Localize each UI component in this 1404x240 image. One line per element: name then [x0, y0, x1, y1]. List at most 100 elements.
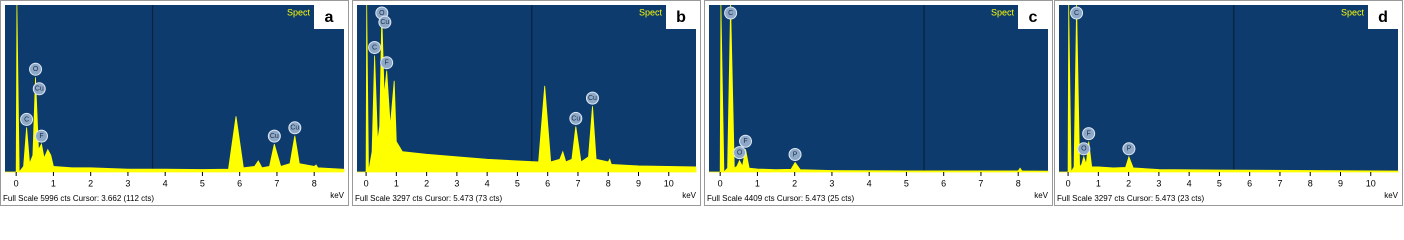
x-tick-label: 8	[1016, 178, 1021, 188]
spectrum-panel: O Cu C F Cu Cu 0 1 2 3 4 5 6 7 8 keV Full Scale 5996 cts…	[0, 0, 349, 206]
peak-label: O	[379, 10, 385, 17]
x-tick-label: 1	[51, 178, 56, 188]
x-tick-label: 5	[200, 178, 205, 188]
x-tick-label: 10	[664, 178, 674, 188]
peak-label: O	[737, 149, 743, 156]
panel-label: a	[325, 9, 334, 26]
spectrum-area	[5, 4, 345, 174]
spectrum-area	[709, 4, 1049, 173]
peak-label: F	[385, 60, 389, 67]
spectrum-area	[357, 4, 697, 173]
peak-marker	[1082, 127, 1096, 141]
peak-marker	[380, 56, 394, 70]
x-tick-label: 6	[941, 178, 946, 188]
spectrum-title: Spect	[991, 7, 1015, 17]
x-axis-label: keV	[682, 191, 696, 200]
x-tick-label: 2	[1126, 178, 1131, 188]
plot-area	[357, 5, 696, 172]
peak-marker	[267, 129, 281, 143]
footer: Full Scale 4409 cts Cursor: 5.473 (25 ct…	[707, 194, 855, 203]
x-tick-label: 4	[867, 178, 872, 188]
peak-label: F	[743, 138, 747, 145]
spectrum-panel: C FO P 0 1 2 3 4 5 6 7 8 keV Full Scale 4409 cts Curs…	[704, 0, 1053, 206]
peak-label: P	[793, 151, 798, 158]
spectrum-panel: O Cu F C Cu Cu 0 1 2 3 4 5 6 7 8 9 10 keV Full Scale 3297 …	[352, 0, 701, 206]
figure: O Cu C F Cu Cu 0 1 2 3 4 5 6 7 8 keV Full Scale 5996 cts…	[0, 0, 1403, 206]
peak-marker	[788, 148, 802, 162]
peak-label: Cu	[588, 95, 597, 102]
x-tick-label: 7	[575, 178, 580, 188]
x-tick-label: 10	[1366, 178, 1376, 188]
peak-label: O	[33, 66, 39, 73]
peak-marker	[1077, 142, 1091, 156]
peak-label: F	[39, 133, 43, 140]
x-axis-label: keV	[330, 191, 344, 200]
peak-label: C	[1074, 10, 1079, 17]
peak-label: C	[24, 116, 29, 123]
peak-label: Cu	[380, 19, 389, 26]
x-tick-label: 8	[606, 178, 611, 188]
x-axis-label: keV	[1034, 191, 1048, 200]
x-tick-label: 8	[312, 178, 317, 188]
x-tick-label: 4	[1187, 178, 1192, 188]
x-tick-label: 6	[1247, 178, 1252, 188]
footer: Full Scale 5996 cts Cursor: 3.662 (112 c…	[3, 194, 154, 203]
peak-marker	[1070, 6, 1084, 20]
x-tick-label: 6	[545, 178, 550, 188]
x-tick-label: 0	[718, 178, 723, 188]
footer: Full Scale 3297 cts Cursor: 5.473 (73 ct…	[355, 194, 503, 203]
x-tick-label: 8	[1308, 178, 1313, 188]
x-tick-label: 5	[1217, 178, 1222, 188]
x-tick-label: 3	[454, 178, 459, 188]
panel-label-box	[1018, 5, 1048, 29]
spectrum-panel: C F O P 0 1 2 3 4 5 6 7 8 9 10 keV Full Scale 3297 cts C…	[1054, 0, 1403, 206]
x-tick-label: 1	[394, 178, 399, 188]
peak-marker	[1122, 142, 1136, 156]
peak-label: Cu	[35, 86, 44, 93]
peak-marker	[20, 112, 34, 126]
peak-marker	[569, 111, 583, 125]
peak-marker	[733, 146, 747, 160]
peak-marker	[29, 62, 43, 76]
spectrum-title: Spect	[1341, 7, 1365, 17]
peak-label: Cu	[270, 133, 279, 140]
x-tick-label: 0	[364, 178, 369, 188]
x-tick-label: 3	[829, 178, 834, 188]
x-tick-label: 4	[485, 178, 490, 188]
plot-area	[5, 5, 344, 172]
peak-marker	[378, 15, 392, 29]
peak-label: Cu	[571, 115, 580, 122]
x-tick-label: 2	[424, 178, 429, 188]
spectrum-title: Spect	[639, 7, 663, 17]
peak-marker	[368, 41, 382, 55]
panel-label-box	[666, 5, 696, 29]
x-tick-label: 3	[1156, 178, 1161, 188]
x-tick-label: 0	[1066, 178, 1071, 188]
x-tick-label: 7	[274, 178, 279, 188]
footer: Full Scale 3297 cts Cursor: 5.473 (23 ct…	[1057, 194, 1205, 203]
peak-label: O	[1081, 146, 1087, 153]
panel-label: d	[1378, 9, 1388, 26]
x-tick-label: 4	[163, 178, 168, 188]
x-tick-label: 9	[636, 178, 641, 188]
x-tick-label: 2	[792, 178, 797, 188]
plot-area	[1059, 5, 1398, 172]
panel-label: b	[676, 9, 686, 26]
x-tick-label: 2	[88, 178, 93, 188]
spectrum-title: Spect	[287, 7, 311, 17]
plot-area	[709, 5, 1048, 172]
x-tick-label: 0	[14, 178, 19, 188]
peak-label: Cu	[290, 125, 299, 132]
peak-marker	[739, 134, 753, 148]
peak-marker	[35, 129, 49, 143]
x-tick-label: 9	[1338, 178, 1343, 188]
peak-label: C	[728, 10, 733, 17]
peak-marker	[32, 82, 46, 96]
peak-label: P	[1127, 146, 1132, 153]
panel-label-box	[1368, 5, 1398, 29]
peak-marker	[724, 6, 738, 20]
x-tick-label: 7	[978, 178, 983, 188]
peak-marker	[288, 121, 302, 135]
x-tick-label: 5	[904, 178, 909, 188]
peak-label: C	[372, 44, 377, 51]
